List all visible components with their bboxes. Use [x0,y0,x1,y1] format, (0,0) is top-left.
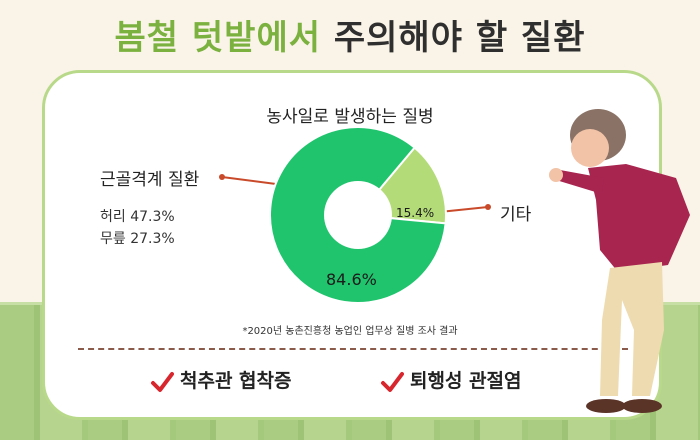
chart-title: 농사일로 발생하는 질병 [266,107,434,127]
condition-label: 척추관 협착증 [180,370,292,392]
slice-label-other: 기타 [500,205,532,225]
slice-value-musculoskeletal: 84.6% [326,270,377,289]
slice-label-musculoskeletal: 근골격계 질환 [100,170,200,190]
chart-source: *2020년 농촌진흥청 농업인 업무상 질병 조사 결과 [242,326,458,337]
condition-osteoarthritis: 퇴행성 관절염 [380,366,522,393]
leader-dot-right [485,204,491,210]
headline-dark: 주의해야 할 질환 [333,18,586,58]
headline-green: 봄철 텃밭에서 [114,18,322,58]
breakdown-back: 허리 47.3% [100,209,175,225]
slice-value-other: 15.4% [396,206,435,220]
headline: 봄철 텃밭에서 주의해야 할 질환 [0,10,700,59]
dashed-divider [78,348,628,350]
leader-line-left [221,176,277,185]
leader-dot-left [219,174,225,180]
donut-hole [324,181,392,249]
checkmark-icon [151,371,174,392]
breakdown-knee: 무릎 27.3% [100,231,175,247]
checkmark-icon [381,371,404,392]
condition-label: 퇴행성 관절염 [410,370,522,392]
condition-spinal-stenosis: 척추관 협착증 [150,366,292,393]
